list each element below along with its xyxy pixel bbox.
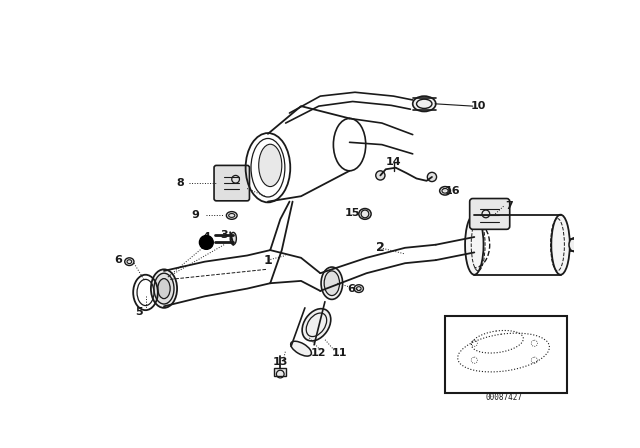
Text: 15: 15	[345, 208, 360, 218]
Ellipse shape	[359, 208, 371, 220]
Text: 11: 11	[332, 348, 348, 358]
Ellipse shape	[321, 267, 342, 299]
Ellipse shape	[551, 215, 570, 275]
Circle shape	[428, 172, 436, 181]
FancyBboxPatch shape	[470, 198, 509, 229]
Bar	[445, 315, 566, 392]
Ellipse shape	[125, 258, 134, 266]
Ellipse shape	[440, 186, 451, 195]
Circle shape	[200, 236, 213, 250]
Ellipse shape	[569, 238, 580, 252]
Ellipse shape	[324, 271, 340, 296]
Ellipse shape	[302, 309, 331, 341]
Ellipse shape	[259, 144, 282, 186]
FancyBboxPatch shape	[274, 368, 287, 375]
Text: 2: 2	[376, 241, 385, 254]
Text: 6: 6	[347, 284, 355, 293]
Text: 7: 7	[505, 201, 513, 211]
Ellipse shape	[465, 215, 484, 275]
Circle shape	[376, 171, 385, 180]
Ellipse shape	[151, 269, 177, 308]
Text: 3: 3	[220, 230, 228, 240]
Text: 12: 12	[311, 348, 326, 358]
Ellipse shape	[413, 96, 436, 112]
FancyBboxPatch shape	[214, 165, 250, 201]
Ellipse shape	[158, 279, 170, 299]
Text: 8: 8	[176, 178, 184, 188]
Text: 4: 4	[202, 232, 211, 242]
Text: 5: 5	[136, 307, 143, 317]
Text: 14: 14	[386, 156, 401, 167]
Text: 1: 1	[264, 254, 272, 267]
Text: 13: 13	[273, 357, 288, 367]
Ellipse shape	[354, 285, 364, 293]
Text: 00087427: 00087427	[485, 393, 522, 402]
Ellipse shape	[230, 233, 236, 245]
Ellipse shape	[291, 341, 312, 356]
Ellipse shape	[227, 211, 237, 220]
Ellipse shape	[154, 273, 174, 304]
Text: 16: 16	[445, 186, 461, 196]
Text: 9: 9	[191, 211, 200, 220]
Text: 6: 6	[115, 255, 122, 265]
Text: 10: 10	[470, 101, 486, 111]
